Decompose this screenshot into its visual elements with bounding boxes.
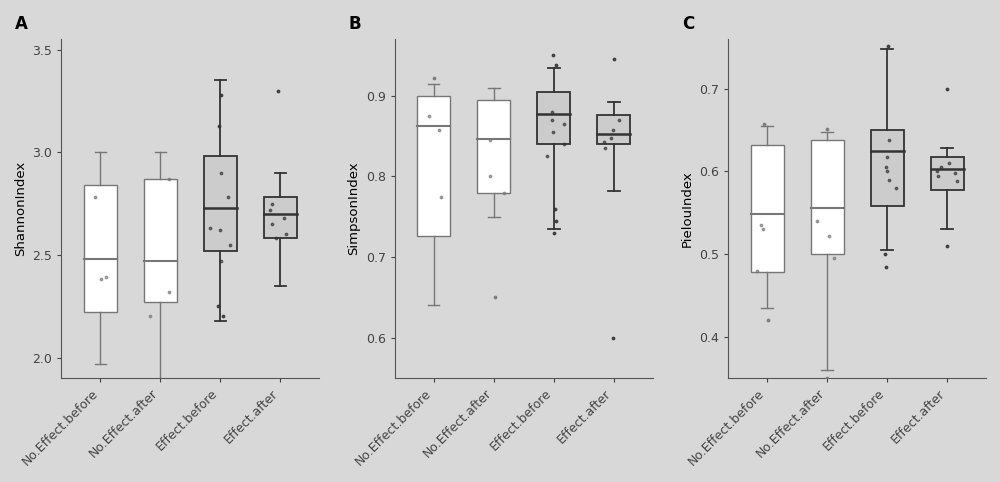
Bar [597,115,630,144]
Bar [871,130,904,206]
Text: B: B [348,14,361,33]
Bar [417,96,450,236]
Bar [144,179,177,302]
Bar [537,92,570,144]
Bar [84,185,117,312]
Bar [751,145,784,272]
Bar [811,140,844,254]
Y-axis label: PielouIndex: PielouIndex [681,170,694,247]
Y-axis label: SimpsonIndex: SimpsonIndex [347,162,360,255]
Text: A: A [15,14,28,33]
Bar [264,198,297,239]
Bar [477,100,510,192]
Bar [204,156,237,251]
Y-axis label: ShannonIndex: ShannonIndex [14,161,27,256]
Bar [931,157,964,190]
Text: C: C [682,14,694,33]
